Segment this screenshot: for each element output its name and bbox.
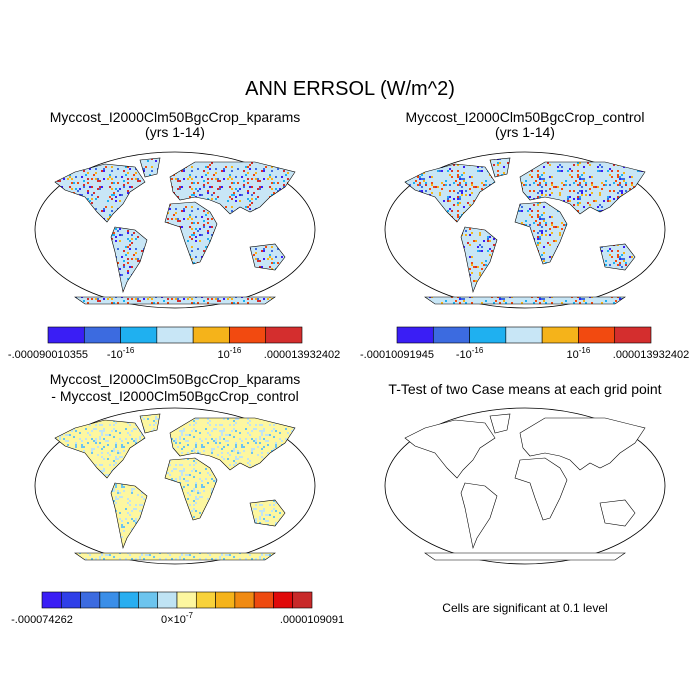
colorbar-box bbox=[234, 591, 255, 609]
colorbar-box bbox=[432, 326, 470, 344]
colorbar-label: -.000090010355 bbox=[8, 349, 88, 361]
colorbar-box bbox=[156, 326, 194, 344]
panel-subtitle: (yrs 1-14) bbox=[495, 124, 555, 140]
colorbar-box bbox=[273, 591, 294, 609]
colorbar-box bbox=[138, 591, 159, 609]
colorbar-box bbox=[229, 326, 267, 344]
panel-subtitle: (yrs 1-14) bbox=[145, 124, 205, 140]
panel-title: Myccost_I2000Clm50BgcCrop_control bbox=[406, 109, 645, 125]
label-base: 10 bbox=[218, 349, 230, 361]
colorbar-label: 0×10-7 bbox=[161, 611, 193, 626]
colorbar-box bbox=[192, 326, 230, 344]
label-base: -10 bbox=[107, 349, 123, 361]
map bbox=[384, 151, 666, 309]
colorbar-box bbox=[60, 591, 81, 609]
label-exponent: -16 bbox=[230, 346, 242, 355]
map bbox=[34, 151, 316, 309]
colorbar-box bbox=[614, 326, 652, 344]
label-base: -10 bbox=[456, 349, 472, 361]
colorbar-box bbox=[469, 326, 507, 344]
panel-title: T-Test of two Case means at each grid po… bbox=[388, 381, 661, 397]
colorbar-box bbox=[83, 326, 121, 344]
panel: Myccost_I2000Clm50BgcCrop_control(yrs 1-… bbox=[360, 109, 689, 361]
panel: Myccost_I2000Clm50BgcCrop_kparams- Mycco… bbox=[11, 371, 344, 626]
colorbar-label: 10-16 bbox=[567, 346, 591, 361]
panel: T-Test of two Case means at each grid po… bbox=[384, 381, 666, 615]
panel-title: Myccost_I2000Clm50BgcCrop_kparams bbox=[50, 371, 301, 387]
colorbar-label: .000013932402 bbox=[613, 349, 689, 361]
colorbar-box bbox=[578, 326, 616, 344]
colorbar-box bbox=[41, 591, 62, 609]
panel-note: Cells are significant at 0.1 level bbox=[442, 601, 607, 615]
colorbar-label: 10-16 bbox=[218, 346, 242, 361]
colorbar-label: -.000074262 bbox=[11, 614, 73, 626]
label-exponent: -16 bbox=[579, 346, 591, 355]
map bbox=[384, 407, 666, 565]
colorbar-box bbox=[253, 591, 274, 609]
panel-subtitle: - Myccost_I2000Clm50BgcCrop_control bbox=[51, 388, 298, 404]
colorbar-box bbox=[292, 591, 313, 609]
colorbar-box bbox=[120, 326, 158, 344]
figure-title: ANN ERRSOL (W/m^2) bbox=[245, 78, 455, 100]
label-exponent: -7 bbox=[186, 611, 194, 620]
colorbar-box bbox=[176, 591, 197, 609]
colorbar-box bbox=[541, 326, 579, 344]
map bbox=[34, 407, 316, 565]
colorbar-label: -10-16 bbox=[107, 346, 135, 361]
colorbar-box bbox=[215, 591, 236, 609]
colorbar-label: -.00010091945 bbox=[360, 349, 434, 361]
colorbar-box bbox=[396, 326, 434, 344]
panel-title: Myccost_I2000Clm50BgcCrop_kparams bbox=[50, 109, 301, 125]
colorbar-label: -10-16 bbox=[456, 346, 484, 361]
colorbar-label: .000013932402 bbox=[264, 349, 340, 361]
colorbar-box bbox=[99, 591, 120, 609]
label-exponent: -16 bbox=[472, 346, 484, 355]
colorbar-box bbox=[265, 326, 303, 344]
colorbar-box bbox=[47, 326, 85, 344]
label-base: 10 bbox=[567, 349, 579, 361]
colorbar-box bbox=[118, 591, 139, 609]
colorbar-box bbox=[157, 591, 178, 609]
panel: Myccost_I2000Clm50BgcCrop_kparams(yrs 1-… bbox=[8, 109, 340, 361]
label-base: 0×10 bbox=[161, 614, 186, 626]
label-exponent: -16 bbox=[123, 346, 135, 355]
colorbar-box bbox=[505, 326, 543, 344]
colorbar-box bbox=[80, 591, 101, 609]
colorbar-box bbox=[195, 591, 216, 609]
colorbar-label: .0000109091 bbox=[280, 614, 344, 626]
